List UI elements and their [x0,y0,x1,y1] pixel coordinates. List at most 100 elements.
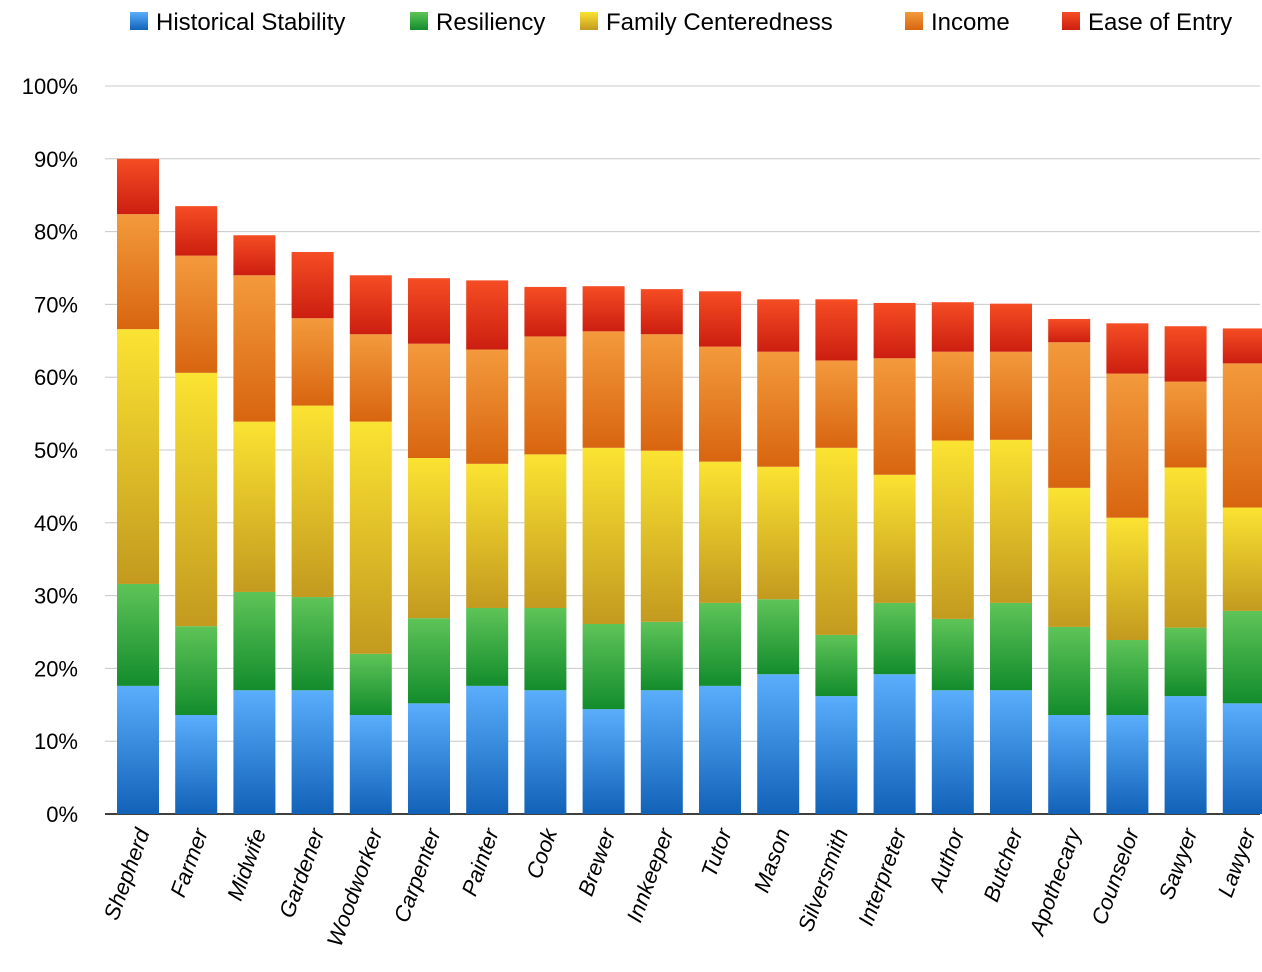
bar-segment-silversmith-historical-stability [815,696,858,814]
bar-stack-lawyer [1222,328,1262,814]
legend-item-family-centeredness: Family Centeredness [580,9,833,36]
bar-segment-butcher-ease-of-entry [990,303,1032,352]
bar-segment-author-historical-stability [931,690,974,814]
bar-segment-farmer-historical-stability [175,714,218,814]
legend-item-historical-stability: Historical Stability [130,9,345,36]
legend-swatch-ease-of-entry [1062,12,1080,30]
bar-segment-sawyer-historical-stability [1164,696,1207,814]
bar-segment-interpreter-family-centeredness [873,474,916,603]
bar-stack-cook [524,286,567,814]
bar-segment-carpenter-income [408,343,450,459]
legend-item-resiliency: Resiliency [410,9,545,36]
legend-label-historical-stability: Historical Stability [156,9,345,36]
bar-stack-gardener [291,251,334,814]
bar-segment-mason-family-centeredness [757,466,800,600]
bar-segment-innkeeper-family-centeredness [640,450,683,622]
bar-segment-lawyer-income [1222,363,1262,508]
x-tick-label-counselor: Counselor [1086,824,1144,928]
bar-segment-silversmith-ease-of-entry [815,299,858,361]
legend-label-resiliency: Resiliency [436,9,545,36]
x-tick-label-butcher: Butcher [978,824,1028,905]
bar-segment-cook-ease-of-entry [524,286,567,337]
bar-segment-butcher-resiliency [990,602,1032,691]
bar-segment-sawyer-family-centeredness [1164,467,1207,628]
bar-segment-counselor-historical-stability [1106,714,1149,814]
x-tick-label-gardener: Gardener [274,824,330,921]
bar-segment-carpenter-historical-stability [408,703,450,814]
bar-segment-shepherd-family-centeredness [117,329,159,584]
y-tick-label-50: 50% [34,438,78,463]
bar-segment-brewer-family-centeredness [582,447,625,624]
bar-segment-brewer-resiliency [582,623,625,710]
bar-segment-sawyer-ease-of-entry [1164,326,1207,382]
bar-stack-apothecary [1048,318,1091,814]
bar-segment-lawyer-historical-stability [1222,703,1262,814]
bar-segment-shepherd-income [117,214,159,330]
y-tick-label-90: 90% [34,147,78,172]
legend-item-income: Income [905,9,1010,36]
y-tick-label-0: 0% [46,802,78,827]
bar-segment-gardener-family-centeredness [291,405,334,598]
bar-segment-sawyer-income [1164,381,1207,468]
bar-segment-apothecary-ease-of-entry [1048,318,1091,343]
bar-segment-woodworker-income [349,334,392,422]
bar-segment-painter-resiliency [466,607,509,686]
bar-segment-tutor-historical-stability [699,685,741,814]
bar-segment-counselor-ease-of-entry [1106,323,1149,374]
bar-stack-innkeeper [640,289,683,814]
x-tick-label-farmer: Farmer [165,824,213,901]
bar-segment-brewer-income [582,331,625,448]
x-tick-label-author: Author [923,824,970,897]
bar-segment-author-income [931,351,974,441]
bar-stack-farmer [175,206,218,814]
bar-segment-midwife-resiliency [233,591,276,691]
legend-swatch-resiliency [410,12,428,30]
bar-segment-gardener-income [291,318,334,406]
bar-segment-tutor-family-centeredness [699,461,741,603]
legend-item-ease-of-entry: Ease of Entry [1062,9,1232,36]
y-tick-label-40: 40% [34,511,78,536]
bar-segment-tutor-income [699,346,741,462]
y-tick-label-30: 30% [34,584,78,609]
bar-segment-apothecary-resiliency [1048,626,1091,715]
bar-segment-shepherd-historical-stability [117,685,159,814]
bar-segment-cook-historical-stability [524,690,567,814]
bar-segment-interpreter-resiliency [873,602,916,675]
bar-segment-butcher-historical-stability [990,690,1032,814]
x-tick-label-woodworker: Woodworker [322,824,388,950]
bar-stack-mason [757,299,800,814]
bar-segment-farmer-income [175,255,218,373]
bar-stack-shepherd [117,158,159,814]
bar-segment-midwife-family-centeredness [233,421,276,592]
bar-segment-painter-historical-stability [466,685,509,814]
x-tick-label-interpreter: Interpreter [853,824,912,929]
bar-segment-apothecary-income [1048,342,1091,488]
bar-segment-lawyer-resiliency [1222,610,1262,704]
x-tick-label-tutor: Tutor [696,824,737,881]
bar-segment-farmer-family-centeredness [175,372,218,627]
bar-segment-interpreter-income [873,358,916,475]
bar-segment-brewer-historical-stability [582,709,625,814]
x-tick-label-apothecary: Apothecary [1024,823,1087,940]
bar-segment-shepherd-resiliency [117,583,159,686]
bar-stack-woodworker [349,275,392,814]
legend-label-income: Income [931,9,1010,36]
bar-segment-gardener-ease-of-entry [291,251,334,319]
bar-segment-butcher-income [990,351,1032,440]
bar-segment-tutor-ease-of-entry [699,291,741,347]
bar-segment-cook-resiliency [524,607,567,691]
bar-segment-silversmith-resiliency [815,634,858,697]
x-tick-label-midwife: Midwife [222,825,271,904]
bar-segment-lawyer-ease-of-entry [1222,328,1262,364]
x-tick-label-brewer: Brewer [573,824,621,900]
bar-stack-tutor [699,291,741,814]
bar-segment-counselor-resiliency [1106,640,1149,715]
legend-label-family-centeredness: Family Centeredness [606,9,833,36]
bar-segment-silversmith-family-centeredness [815,447,858,635]
bar-segment-carpenter-ease-of-entry [408,278,450,344]
bar-segment-midwife-ease-of-entry [233,235,276,276]
bar-segment-innkeeper-ease-of-entry [640,289,683,335]
legend-swatch-income [905,12,923,30]
bar-segment-shepherd-ease-of-entry [117,158,159,215]
